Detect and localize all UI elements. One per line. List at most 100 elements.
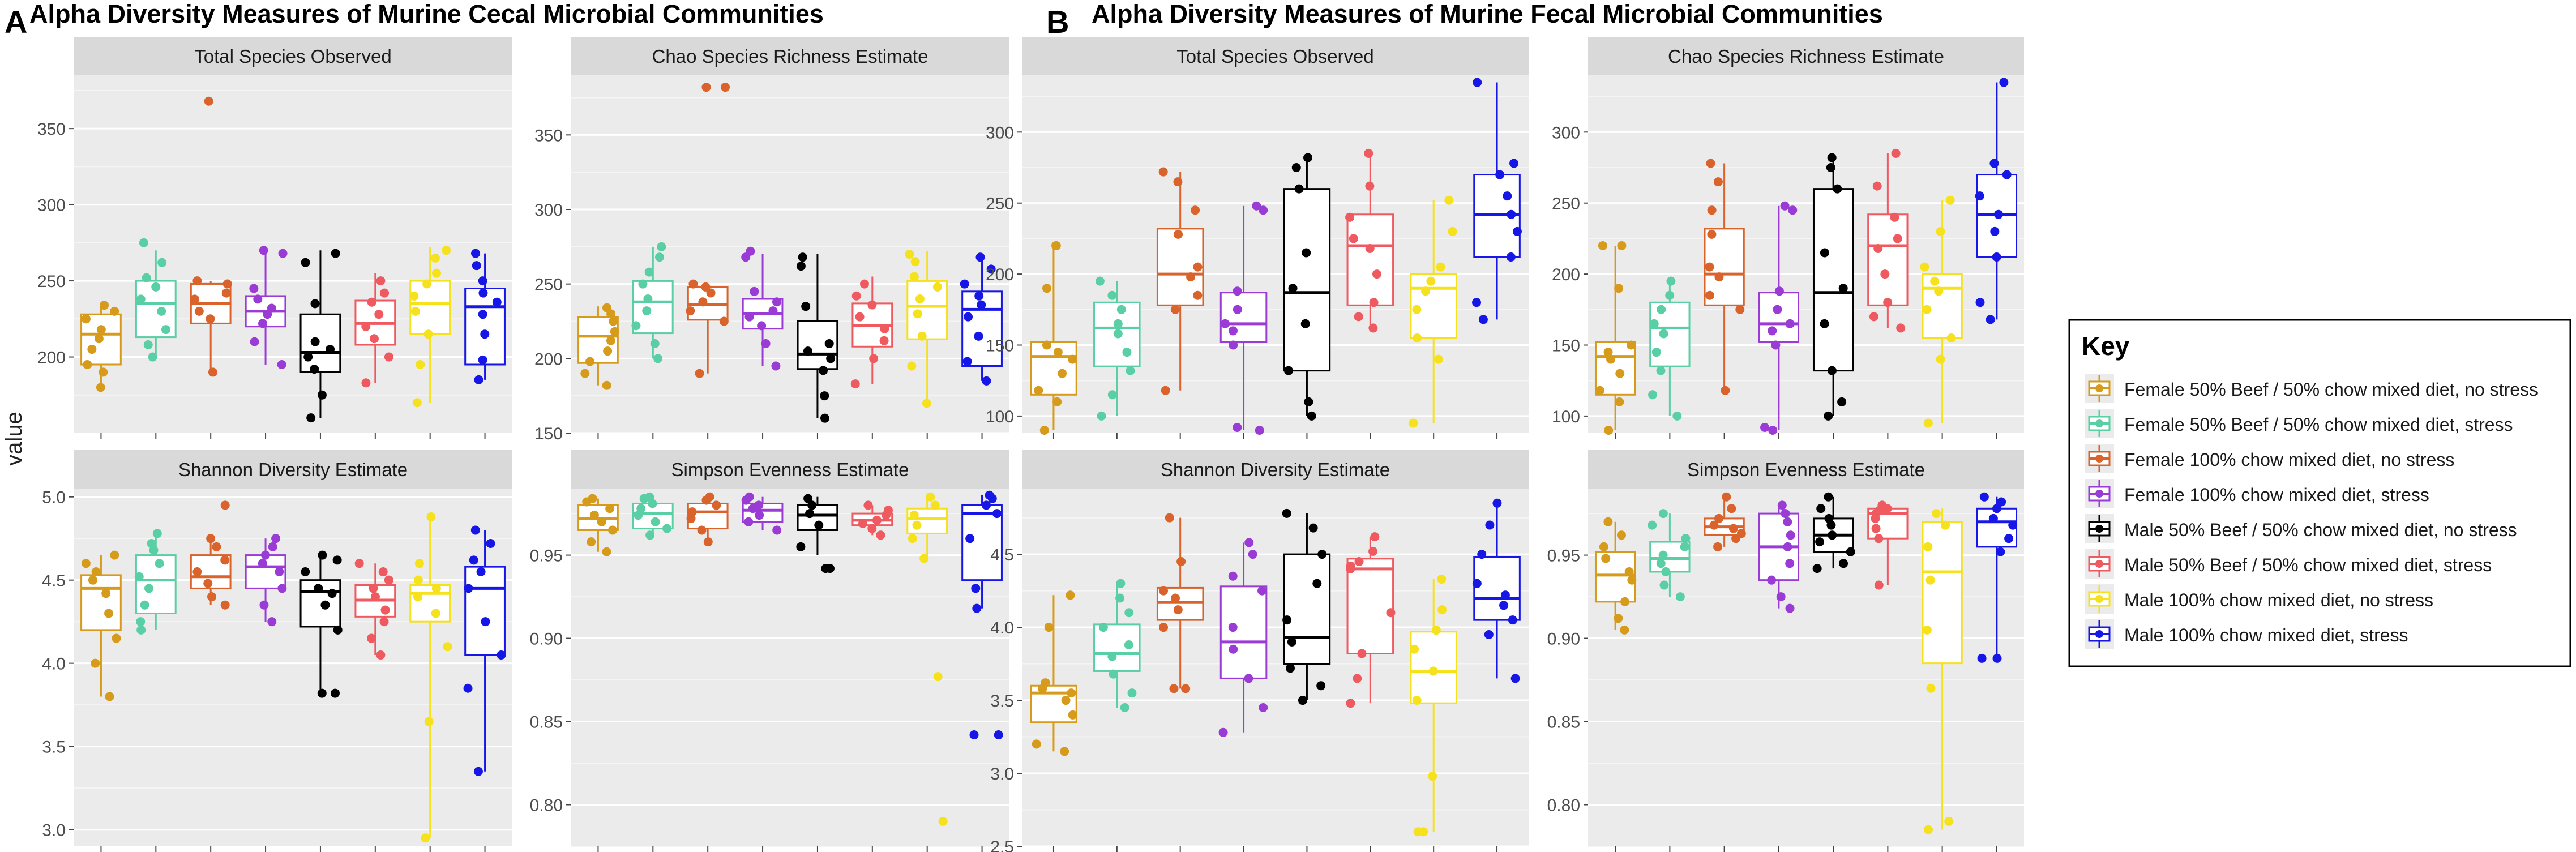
- data-point: [469, 555, 478, 565]
- data-point: [432, 268, 442, 278]
- y-tick-label: 5.0: [42, 489, 66, 507]
- y-tick-label: 350: [37, 120, 66, 139]
- data-point: [631, 321, 641, 331]
- legend-label: Female 100% chow mixed diet, stress: [2124, 485, 2429, 505]
- data-point: [1721, 386, 1730, 395]
- data-point: [370, 592, 380, 602]
- legend-label: Male 100% chow mixed diet, no stress: [2124, 590, 2433, 610]
- data-point: [1890, 212, 1899, 222]
- data-point: [1988, 513, 1998, 523]
- y-tick-label: 200: [1552, 266, 1580, 284]
- plot-background: [74, 75, 512, 433]
- box: [1346, 558, 1394, 654]
- data-point: [1042, 340, 1051, 350]
- data-point: [858, 519, 867, 528]
- data-point: [1357, 649, 1367, 658]
- data-point: [426, 512, 436, 521]
- data-point: [143, 340, 153, 350]
- data-point: [1996, 547, 2005, 556]
- legend-key-point: [2095, 455, 2103, 463]
- data-point: [1826, 163, 1835, 173]
- data-point: [1302, 248, 1311, 258]
- data-point: [1828, 530, 1837, 540]
- data-point: [464, 584, 473, 593]
- data-point: [478, 310, 487, 319]
- facet-strip: [74, 37, 512, 75]
- data-point: [1221, 319, 1230, 328]
- data-point: [1233, 286, 1242, 296]
- data-point: [410, 306, 420, 316]
- facet-title: Simpson Evenness Estimate: [671, 459, 909, 480]
- data-point: [1874, 580, 1884, 590]
- data-point: [142, 273, 151, 282]
- box: [1283, 553, 1331, 665]
- data-point: [1658, 509, 1668, 519]
- data-point: [1883, 298, 1893, 307]
- data-point: [1706, 159, 1715, 168]
- data-point: [1507, 209, 1516, 219]
- y-tick-label: 4.0: [990, 619, 1014, 637]
- data-point: [96, 325, 106, 335]
- facet-8: Simpson Evenness Estimate 0.80 0.85 0.90 0.9…: [1547, 450, 2024, 852]
- data-point: [1218, 727, 1228, 737]
- data-point: [869, 354, 879, 363]
- data-point: [1604, 425, 1614, 435]
- data-point: [926, 492, 935, 502]
- data-point: [144, 584, 154, 593]
- y-tick-label: 300: [1552, 123, 1580, 142]
- data-point: [719, 316, 729, 326]
- data-point: [384, 352, 393, 362]
- data-point: [1176, 556, 1186, 566]
- data-point: [267, 617, 277, 627]
- data-point: [819, 366, 828, 375]
- data-point: [206, 534, 216, 543]
- data-point: [317, 390, 327, 400]
- data-point: [688, 279, 698, 289]
- data-point: [1067, 688, 1076, 698]
- data-point: [1492, 498, 1502, 508]
- data-point: [1173, 605, 1183, 615]
- data-point: [1364, 148, 1373, 158]
- data-point: [1061, 696, 1071, 705]
- data-point: [472, 261, 481, 271]
- box: [1812, 188, 1854, 372]
- data-point: [443, 642, 452, 652]
- data-point: [1975, 191, 1984, 201]
- data-point: [1788, 205, 1798, 215]
- data-point: [609, 316, 618, 326]
- data-point: [1824, 513, 1834, 523]
- data-point: [409, 291, 419, 301]
- data-point: [204, 96, 213, 106]
- data-point: [221, 288, 231, 298]
- data-point: [1880, 269, 1890, 279]
- y-tick-label: 150: [986, 337, 1014, 356]
- data-point: [1945, 195, 1955, 205]
- data-point: [1620, 625, 1629, 635]
- data-point: [1365, 181, 1375, 191]
- data-point: [1509, 159, 1519, 168]
- data-point: [1941, 520, 1950, 530]
- y-tick-label: 3.0: [42, 821, 66, 840]
- data-point: [1595, 386, 1604, 395]
- data-point: [1656, 366, 1666, 375]
- data-point: [1658, 550, 1668, 560]
- data-point: [1681, 534, 1691, 543]
- data-point: [1158, 167, 1168, 177]
- data-point: [1228, 326, 1238, 336]
- data-point: [1722, 492, 1731, 502]
- data-point: [1774, 286, 1784, 296]
- data-point: [2002, 170, 2012, 179]
- data-point: [588, 494, 597, 503]
- data-point: [192, 567, 202, 576]
- data-point: [2008, 520, 2018, 530]
- data-point: [1409, 418, 1418, 428]
- data-point: [317, 688, 327, 698]
- legend-title: Key: [2082, 331, 2130, 361]
- data-point: [1066, 590, 1075, 600]
- data-point: [820, 391, 829, 401]
- box: [464, 566, 506, 656]
- data-point: [1229, 340, 1238, 350]
- data-point: [712, 500, 721, 510]
- data-point: [101, 589, 111, 598]
